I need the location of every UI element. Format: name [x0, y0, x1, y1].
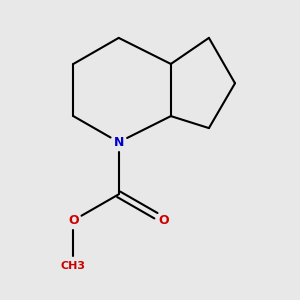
Text: O: O	[159, 214, 170, 227]
Text: N: N	[113, 136, 124, 149]
Text: O: O	[68, 214, 79, 227]
Text: CH3: CH3	[61, 261, 86, 271]
